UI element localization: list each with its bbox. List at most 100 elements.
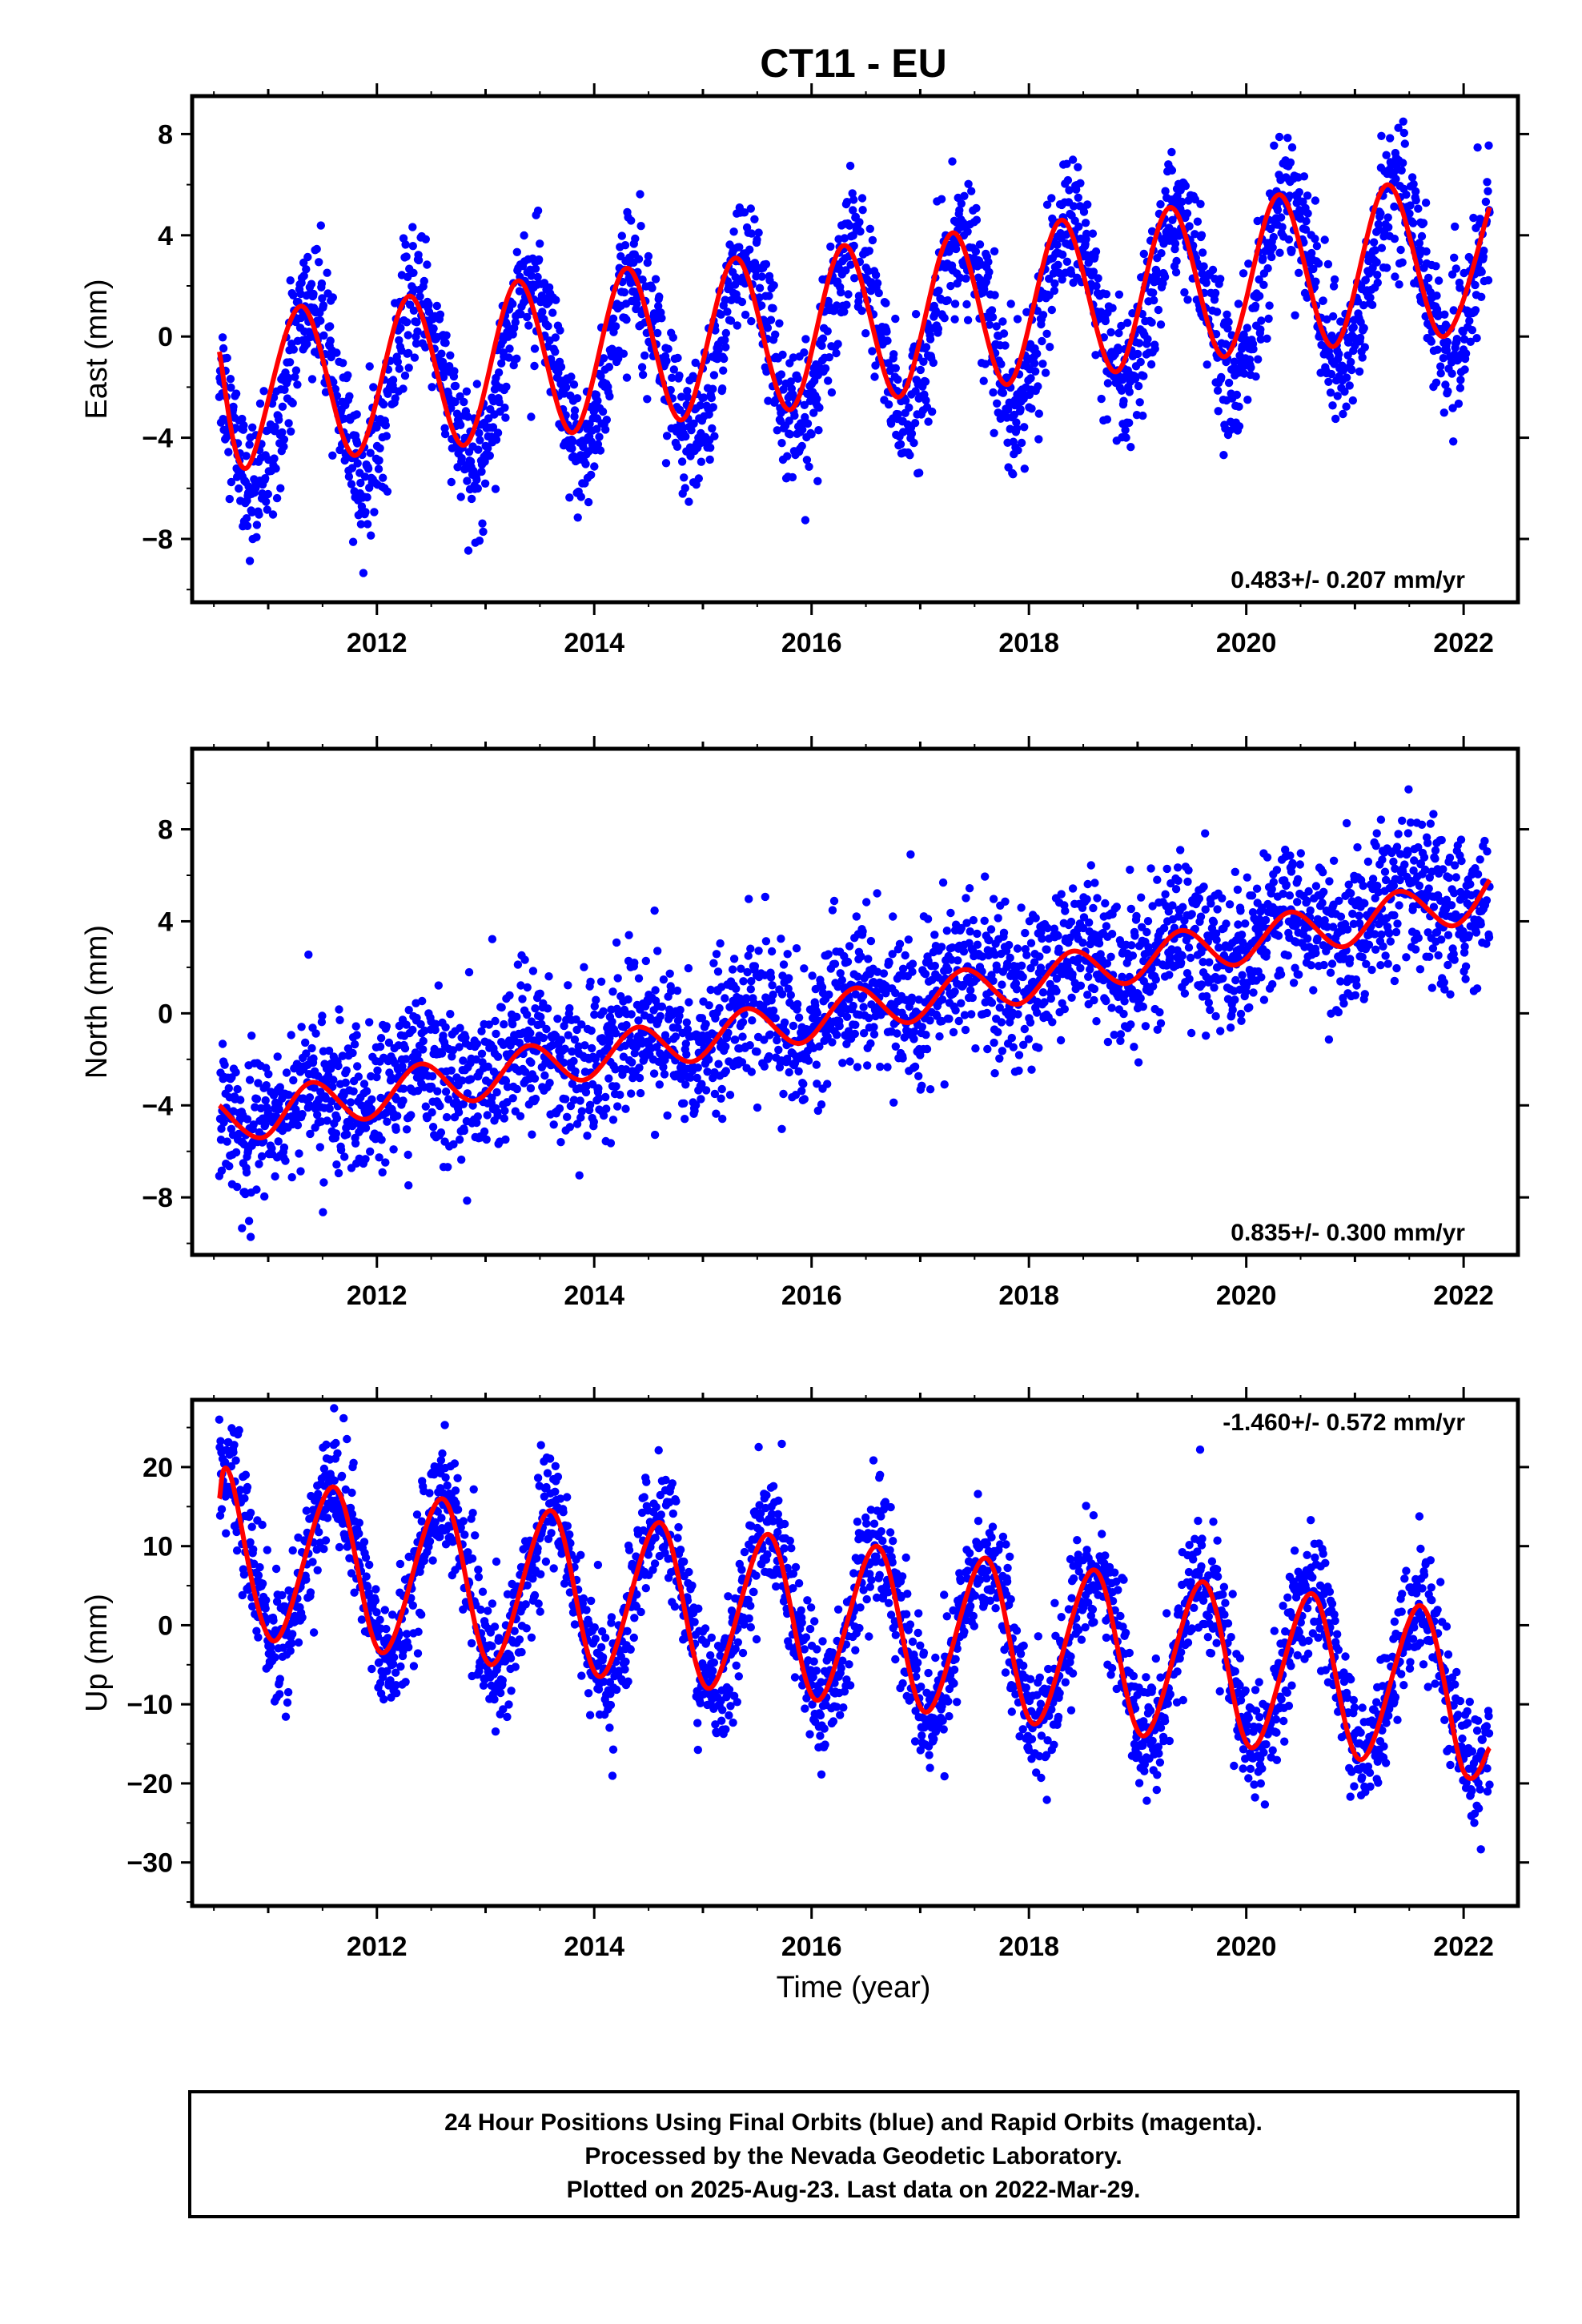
data-point-785: [581, 1088, 591, 1097]
data-point-381: [395, 1021, 404, 1031]
data-point-683: [533, 206, 543, 215]
data-point-2712: [1479, 252, 1488, 261]
data-point-2074: [1185, 222, 1194, 231]
data-point-280: [343, 371, 352, 380]
data-point-333: [372, 1072, 381, 1082]
data-point-836: [604, 363, 614, 372]
data-point-1496: [914, 1072, 923, 1081]
data-point-201: [310, 1084, 319, 1092]
data-point-2175: [1232, 390, 1242, 400]
data-point-1568: [947, 955, 956, 964]
data-point-1801: [1056, 1035, 1066, 1045]
data-point-1852: [1083, 991, 1092, 999]
x-tick-label: 2012: [347, 628, 408, 658]
data-point-2038: [1168, 901, 1177, 910]
data-point-748: [564, 1031, 572, 1039]
data-point-823: [599, 1007, 608, 1016]
data-point-1482: [907, 993, 917, 1003]
data-point-2180: [1235, 402, 1243, 411]
data-point-215: [317, 1018, 327, 1027]
data-point-1566: [951, 244, 961, 254]
data-point-2322: [1299, 197, 1307, 207]
data-point-36: [231, 1148, 241, 1157]
data-point-1154: [753, 1047, 761, 1056]
data-point-1589: [957, 999, 966, 1008]
data-point-98: [261, 1120, 270, 1129]
data-point-1135: [746, 204, 755, 213]
data-point-866: [620, 287, 629, 297]
data-point-128: [274, 1137, 283, 1146]
data-point-1130: [739, 977, 748, 986]
data-point-1078: [716, 939, 725, 948]
data-point-1201: [777, 439, 786, 448]
data-point-594: [493, 1052, 503, 1061]
data-point-1771: [1046, 343, 1054, 352]
data-point-1892: [1102, 290, 1111, 299]
data-point-53: [238, 414, 247, 424]
plot-title: CT11 - EU: [760, 41, 946, 86]
data-point-643: [516, 1112, 525, 1121]
data-point-640: [512, 247, 521, 256]
data-point-2394: [1330, 275, 1339, 284]
data-point-600: [493, 428, 503, 437]
data-point-2158: [1224, 378, 1234, 388]
data-point-256: [335, 1005, 343, 1014]
data-point-730: [556, 326, 564, 335]
data-point-2208: [1247, 363, 1255, 372]
data-point-2276: [1276, 213, 1286, 222]
data-point-498: [447, 477, 456, 487]
data-point-1175: [765, 292, 773, 300]
data-point-2133: [1213, 386, 1223, 395]
data-point-1739: [1030, 359, 1039, 368]
data-point-1423: [883, 336, 892, 345]
data-point-26: [226, 375, 235, 384]
data-point-730: [555, 1104, 564, 1113]
data-point-1963: [1135, 398, 1144, 407]
data-point-1068: [712, 1109, 721, 1118]
data-point-2103: [1199, 262, 1208, 271]
data-point-704: [544, 322, 552, 331]
data-point-1246: [797, 441, 806, 451]
data-point-1204: [777, 990, 787, 999]
data-point-1368: [855, 218, 864, 227]
data-point-144: [280, 385, 289, 394]
data-point-1311: [828, 1038, 837, 1047]
data-point-1278: [813, 1080, 821, 1088]
data-point-1550: [938, 878, 948, 887]
data-point-932: [651, 275, 661, 283]
data-point-764: [572, 1015, 580, 1024]
data-point-1739: [1027, 1065, 1036, 1074]
data-point-2100: [1198, 248, 1207, 257]
data-point-2614: [1432, 292, 1441, 300]
data-point-80: [252, 1185, 261, 1194]
data-point-2145: [1219, 451, 1228, 460]
data-point-1552: [940, 1080, 949, 1089]
data-point-253: [331, 384, 340, 394]
data-point-644: [516, 981, 525, 990]
data-point-1466: [905, 403, 913, 412]
data-point-2070: [1182, 209, 1192, 218]
data-point-945: [657, 314, 666, 323]
data-point-776: [576, 493, 585, 501]
data-point-1256: [802, 456, 812, 464]
data-point-1673: [997, 1018, 1006, 1027]
data-point-284: [348, 1048, 357, 1058]
data-point-65: [244, 1216, 254, 1225]
data-point-268: [340, 1152, 349, 1161]
data-point-608: [501, 1135, 510, 1144]
data-point-2134: [1214, 407, 1223, 416]
data-point-176: [297, 1023, 306, 1031]
data-point-704: [543, 1004, 552, 1013]
data-point-513: [455, 1135, 464, 1144]
data-point-938: [650, 906, 659, 915]
data-point-521: [457, 453, 466, 463]
data-point-1928: [1116, 1036, 1125, 1046]
data-point-2656: [1452, 335, 1462, 344]
data-point-1477: [909, 438, 918, 448]
data-point-1010: [684, 963, 693, 973]
data-point-817: [596, 446, 605, 455]
data-point-439: [420, 276, 428, 286]
data-point-2078: [1186, 1028, 1196, 1038]
data-point-2480: [1369, 238, 1379, 247]
data-point-2631: [1441, 380, 1450, 389]
